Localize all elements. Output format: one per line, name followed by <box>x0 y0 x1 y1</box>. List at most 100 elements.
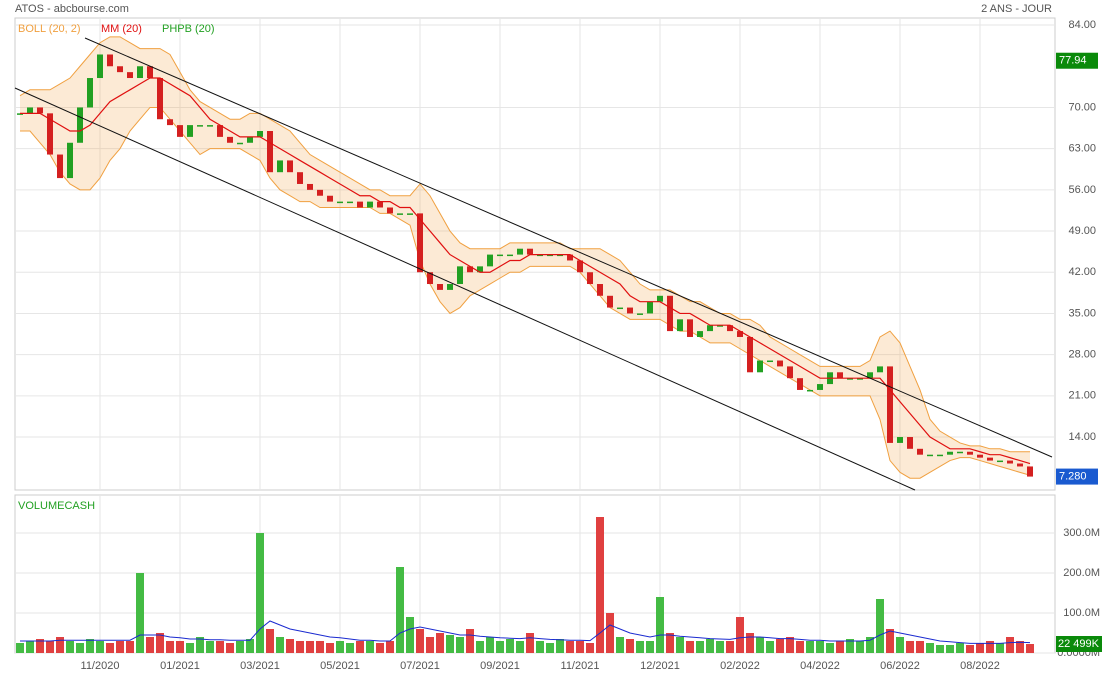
x-tick-label: 08/2022 <box>960 660 1000 672</box>
candle <box>387 207 393 214</box>
volume-bar <box>96 641 104 653</box>
candle <box>57 154 63 179</box>
volume-bar <box>376 643 384 653</box>
volume-bar <box>906 641 914 653</box>
volume-bar <box>566 641 574 653</box>
candle <box>247 136 253 143</box>
candle <box>687 319 693 337</box>
candle <box>397 213 403 215</box>
candle <box>1017 463 1023 467</box>
candle <box>607 295 613 308</box>
volume-bar <box>716 641 724 653</box>
volume-bar <box>576 641 584 653</box>
volume-bar <box>596 517 604 653</box>
volume-bar <box>126 641 134 653</box>
volume-bar <box>1026 644 1034 653</box>
x-tick-label: 05/2021 <box>320 660 360 672</box>
volume-bar <box>866 637 874 653</box>
volume-bar <box>136 573 144 653</box>
volume-bar <box>296 641 304 653</box>
volume-bar <box>526 633 534 653</box>
candle <box>107 54 113 67</box>
candle <box>237 142 243 145</box>
legend-entry: PHPB (20) <box>162 23 215 35</box>
marks <box>16 36 1034 653</box>
candle <box>637 313 643 315</box>
volume-bar <box>456 637 464 653</box>
candle <box>1007 460 1013 464</box>
volume-bar <box>806 641 814 653</box>
candle <box>307 183 313 190</box>
volume-bar <box>556 639 564 653</box>
volume-title: VOLUMECASH <box>18 500 95 512</box>
volume-bar <box>266 629 274 653</box>
candle <box>437 284 443 290</box>
volume-bar <box>936 645 944 653</box>
volume-bar <box>256 533 264 653</box>
volume-bar <box>116 641 124 653</box>
candle <box>547 254 553 257</box>
candle <box>857 378 863 380</box>
volume-bar <box>46 641 54 653</box>
volume-bar <box>616 637 624 653</box>
candle <box>127 72 133 79</box>
volume-bar <box>546 643 554 653</box>
candle <box>927 454 933 457</box>
candle <box>737 331 743 337</box>
candle <box>617 307 623 310</box>
labels: 84.00 70.00 63.00 56.00 49.00 42.00 35.00 28.00… <box>81 19 1102 672</box>
candle <box>757 360 763 373</box>
candle <box>257 130 263 137</box>
volume-bar <box>826 643 834 653</box>
volume-bar <box>246 639 254 653</box>
candle <box>917 448 923 455</box>
candle <box>887 366 893 443</box>
x-tick-label: 09/2021 <box>480 660 520 672</box>
y-tick-label: 21.00 <box>1068 390 1096 402</box>
highlight-box <box>1056 52 1098 69</box>
candle <box>507 254 513 257</box>
candle <box>977 454 983 458</box>
candle <box>137 66 143 79</box>
volume-bar <box>436 633 444 653</box>
candle <box>407 213 413 215</box>
candle <box>447 284 453 290</box>
candle <box>167 119 173 126</box>
volume-bar <box>946 645 954 653</box>
volume-bar <box>966 645 974 653</box>
candle <box>557 254 563 257</box>
candle <box>897 437 903 443</box>
candle <box>807 389 813 392</box>
x-tick-label: 04/2022 <box>800 660 840 672</box>
candle <box>427 272 433 285</box>
candle <box>87 78 93 108</box>
band-line <box>20 106 1031 479</box>
volume-bar <box>166 641 174 653</box>
volume-bar <box>626 639 634 653</box>
candle <box>937 454 943 457</box>
volume-bar <box>306 641 314 653</box>
volume-bar <box>846 639 854 653</box>
grid <box>15 18 1055 654</box>
volume-bar <box>226 643 234 653</box>
candle <box>627 307 633 314</box>
candle <box>967 451 973 455</box>
y-tick-label: 84.00 <box>1068 19 1096 31</box>
y-tick-label: 200.0M <box>1063 567 1100 579</box>
candle <box>587 272 593 285</box>
chart-title: ATOS - abcbourse.com <box>15 3 129 15</box>
candle <box>37 107 43 114</box>
candle <box>187 125 193 137</box>
candle <box>517 248 523 255</box>
volume-bar <box>536 641 544 653</box>
candle <box>207 125 213 127</box>
volume-bar <box>426 637 434 653</box>
candle <box>347 201 353 204</box>
candle <box>327 195 333 202</box>
volume-bar <box>746 633 754 653</box>
volume-bar <box>356 641 364 653</box>
candle <box>817 384 823 390</box>
candle <box>997 460 1003 463</box>
volume-bar <box>506 639 514 653</box>
